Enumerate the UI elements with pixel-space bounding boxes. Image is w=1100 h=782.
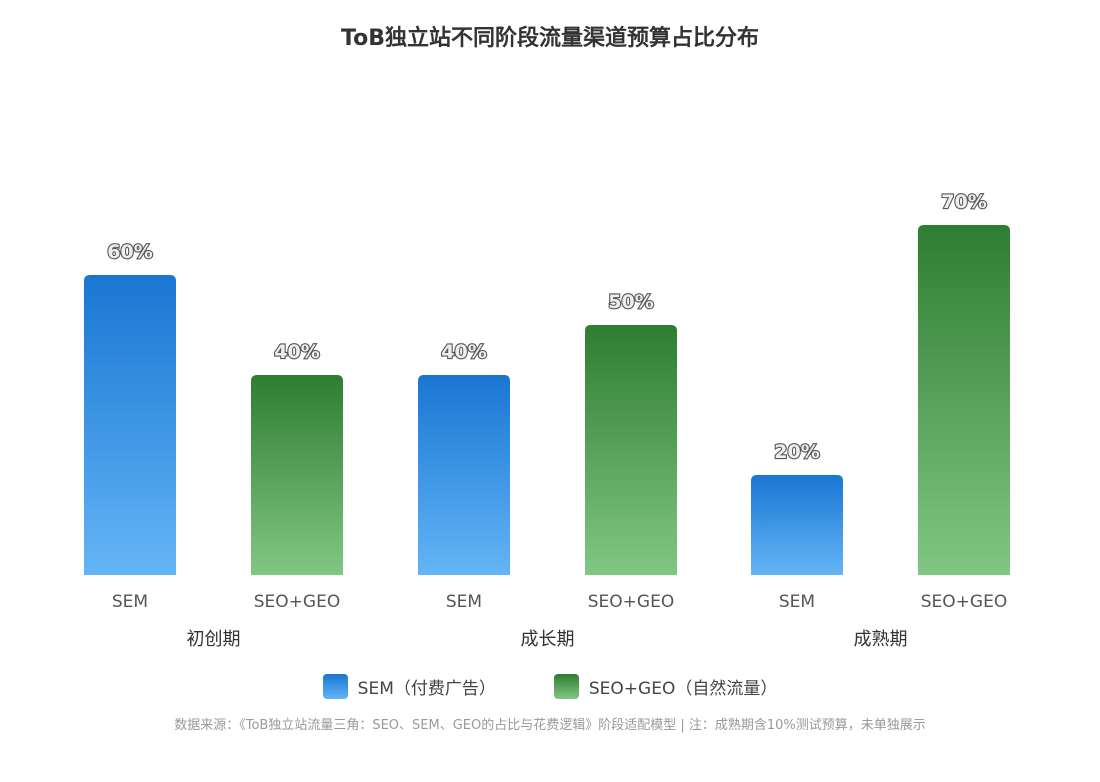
- legend-label-seo-geo: SEO+GEO（自然流量）: [588, 679, 778, 699]
- legend-item-sem[interactable]: SEM（付费广告）: [322, 674, 496, 699]
- category-label-mature-seo-geo: SEO+GEO: [921, 592, 1007, 612]
- bar-startup-sem[interactable]: [84, 275, 176, 575]
- bar-mature-sem[interactable]: [751, 475, 843, 575]
- value-label-mature-seo-geo: 70%: [941, 191, 986, 213]
- bar-chart: 60% SEM 40% SEO+GEO 初创期 40% SEM 50% SEO+GEO 成长期 20…: [84, 190, 1010, 650]
- legend-item-seo-geo[interactable]: SEO+GEO（自然流量）: [553, 674, 778, 699]
- value-label-growth-sem: 40%: [441, 341, 486, 363]
- category-label-startup-sem: SEM: [112, 592, 148, 612]
- legend-swatch-sem: [322, 674, 348, 699]
- category-label-growth-seo-geo: SEO+GEO: [588, 592, 674, 612]
- category-label-startup-seo-geo: SEO+GEO: [254, 592, 340, 612]
- legend-label-sem: SEM（付费广告）: [357, 679, 496, 699]
- footnote: 数据来源：《ToB独立站流量三角：SEO、SEM、GEO的占比与花费逻辑》阶段适…: [174, 718, 926, 733]
- group-label-startup: 初创期: [187, 629, 241, 650]
- legend-swatch-seo-geo: [553, 674, 579, 699]
- group-label-mature: 成熟期: [854, 629, 908, 650]
- bar-growth-seo-geo[interactable]: [585, 325, 677, 575]
- bar-growth-sem[interactable]: [418, 375, 510, 575]
- bars-layer: 60% SEM 40% SEO+GEO 初创期 40% SEM 50% SEO+GEO 成长期 20…: [84, 190, 1010, 650]
- value-label-startup-seo-geo: 40%: [274, 341, 319, 363]
- bar-startup-seo-geo[interactable]: [251, 375, 343, 575]
- bar-mature-seo-geo[interactable]: [918, 225, 1010, 575]
- category-label-mature-sem: SEM: [779, 592, 815, 612]
- value-label-mature-sem: 20%: [774, 441, 819, 463]
- legend: SEM（付费广告） SEO+GEO（自然流量）: [0, 674, 1100, 699]
- category-label-growth-sem: SEM: [446, 592, 482, 612]
- chart-title: ToB独立站不同阶段流量渠道预算占比分布: [341, 26, 759, 51]
- value-label-startup-sem: 60%: [107, 241, 152, 263]
- value-label-growth-seo-geo: 50%: [608, 291, 653, 313]
- group-label-growth: 成长期: [521, 629, 575, 650]
